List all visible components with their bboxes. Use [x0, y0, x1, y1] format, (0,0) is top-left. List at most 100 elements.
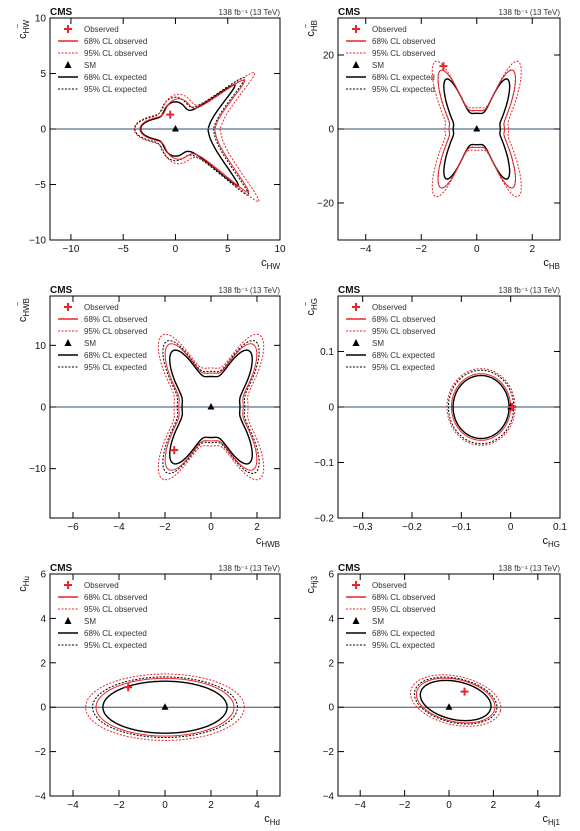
y-tick-label: 20 [323, 51, 335, 62]
legend-obs95-label: 95% CL observed [84, 49, 147, 58]
x-tick-label: −4 [360, 244, 372, 255]
cms-label: CMS [338, 7, 361, 18]
x-tick-label: 2 [208, 800, 214, 811]
legend-sm-label: SM [84, 339, 96, 348]
y-axis-title: cHB~ [303, 20, 319, 37]
legend: Observed 68% CL observed 95% CL observed SM… [346, 25, 435, 94]
x-tick-label: 0 [173, 244, 179, 255]
y-tick-label: 4 [328, 614, 334, 625]
x-tick-label: 0 [446, 800, 452, 811]
observed-marker [508, 403, 517, 411]
legend-observed-label: Observed [372, 25, 407, 34]
y-tick-label: 0 [40, 703, 46, 714]
x-axis-title-text: cHB [543, 257, 560, 271]
x-tick-label: 0 [162, 800, 168, 811]
panel-5: −4 −2 0 2 4 −4 −2 0 2 4 6 cHd cHu CMS 138 fb⁻¹ (13 TeV… [17, 563, 281, 827]
legend: Observed 68% CL observed 95% CL observed SM… [346, 581, 435, 650]
sm-marker [161, 703, 169, 710]
legend-observed-marker [64, 581, 72, 589]
y-tick-label: −4 [323, 792, 335, 803]
contour-obs95 [85, 673, 245, 741]
cms-label: CMS [50, 563, 73, 574]
legend-sm-marker [64, 61, 72, 68]
contour-obs68 [164, 343, 258, 471]
legend: Observed 68% CL observed 95% CL observed SM… [58, 303, 147, 372]
x-tick-label: 0 [508, 522, 514, 533]
legend-obs95-label: 95% CL observed [84, 327, 147, 336]
contour-exp68 [139, 84, 240, 187]
x-axis-title: cHB [543, 257, 560, 271]
x-axis-title: cHWB [256, 535, 280, 549]
legend-obs95-label: 95% CL observed [372, 327, 435, 336]
contour-exp68 [452, 374, 510, 440]
y-tick-label: −0.1 [314, 458, 334, 469]
legend: Observed 68% CL observed 95% CL observed SM… [58, 581, 147, 650]
observed-marker [166, 110, 175, 119]
legend-obs95-label: 95% CL observed [372, 49, 435, 58]
legend-observed-label: Observed [372, 581, 407, 590]
contour-obs95 [446, 368, 516, 446]
legend-exp68-label: 68% CL expected [84, 73, 147, 82]
y-tick-label: 4 [40, 614, 46, 625]
contour-obs95 [133, 71, 260, 203]
legend-obs95-label: 95% CL observed [84, 605, 147, 614]
legend-observed-marker [352, 303, 360, 311]
x-axis-title: cHd [264, 813, 280, 827]
y-tick-label: 0 [328, 125, 334, 136]
y-axis-title-text: cHu [17, 576, 31, 592]
legend-obs68-label: 68% CL observed [84, 315, 147, 324]
legend-sm-marker [352, 61, 360, 68]
legend-observed-marker [64, 303, 72, 311]
contour-exp95 [413, 676, 498, 725]
legend-obs68-label: 68% CL observed [372, 315, 435, 324]
contour-exp95 [134, 77, 250, 196]
y-tick-label: 0.1 [320, 347, 334, 358]
contour-exp95 [447, 369, 515, 445]
sm-marker [445, 703, 453, 710]
legend-sm-marker [64, 339, 72, 346]
y-axis-title-text: cHWB~ [15, 298, 31, 322]
legend-observed-marker [352, 581, 360, 589]
y-tick-label: 0 [40, 125, 46, 136]
x-tick-label: 5 [225, 244, 231, 255]
y-tick-label: 10 [35, 341, 47, 352]
legend-sm-label: SM [372, 617, 384, 626]
x-axis-title-text: cHWB [256, 535, 280, 549]
y-tick-label: 2 [40, 658, 46, 669]
x-tick-label: 2 [529, 244, 535, 255]
y-axis-title: cHu [17, 576, 31, 592]
contour-obs95 [157, 333, 265, 481]
y-tick-label: 2 [328, 658, 334, 669]
legend-observed-label: Observed [372, 303, 407, 312]
x-tick-label: −0.3 [353, 522, 373, 533]
legend-observed-label: Observed [84, 581, 119, 590]
panel-4: −0.3 −0.2 −0.1 0 0.1 −0.2 −0.1 0 0.1 cHG cHG~ CMS 13… [303, 285, 567, 549]
x-axis-title: cHG [543, 535, 561, 549]
y-axis-title: cHj3 [305, 575, 319, 593]
cms-label: CMS [338, 285, 361, 296]
x-tick-label: −10 [62, 244, 79, 255]
y-axis-title-text: cHW~ [15, 20, 31, 39]
panel-3: −6 −4 −2 0 2 −10 0 10 cHWB cHWB~ CMS 138 fb⁻¹ (13 T… [15, 285, 281, 549]
cms-label: CMS [338, 563, 361, 574]
x-axis-title: cHj1 [542, 813, 560, 827]
contour-obs68 [451, 373, 512, 441]
contour-obs68 [139, 79, 250, 193]
x-tick-label: −6 [67, 522, 79, 533]
x-tick-label: 4 [254, 800, 260, 811]
legend: Observed 68% CL observed 95% CL observed SM… [346, 303, 435, 372]
contour-exp68 [102, 680, 228, 734]
y-tick-label: −0.2 [314, 514, 334, 525]
legend-observed-label: Observed [84, 25, 119, 34]
contour-exp68 [168, 349, 254, 465]
x-tick-label: −4 [67, 800, 79, 811]
legend-exp95-label: 95% CL expected [372, 85, 435, 94]
legend-exp68-label: 68% CL expected [84, 629, 147, 638]
legend-exp68-label: 68% CL expected [372, 73, 435, 82]
y-axis-title-text: cHj3 [305, 575, 319, 593]
x-tick-label: 10 [274, 244, 286, 255]
x-tick-label: −2 [113, 800, 125, 811]
y-axis-title-text: cHG~ [303, 298, 319, 316]
